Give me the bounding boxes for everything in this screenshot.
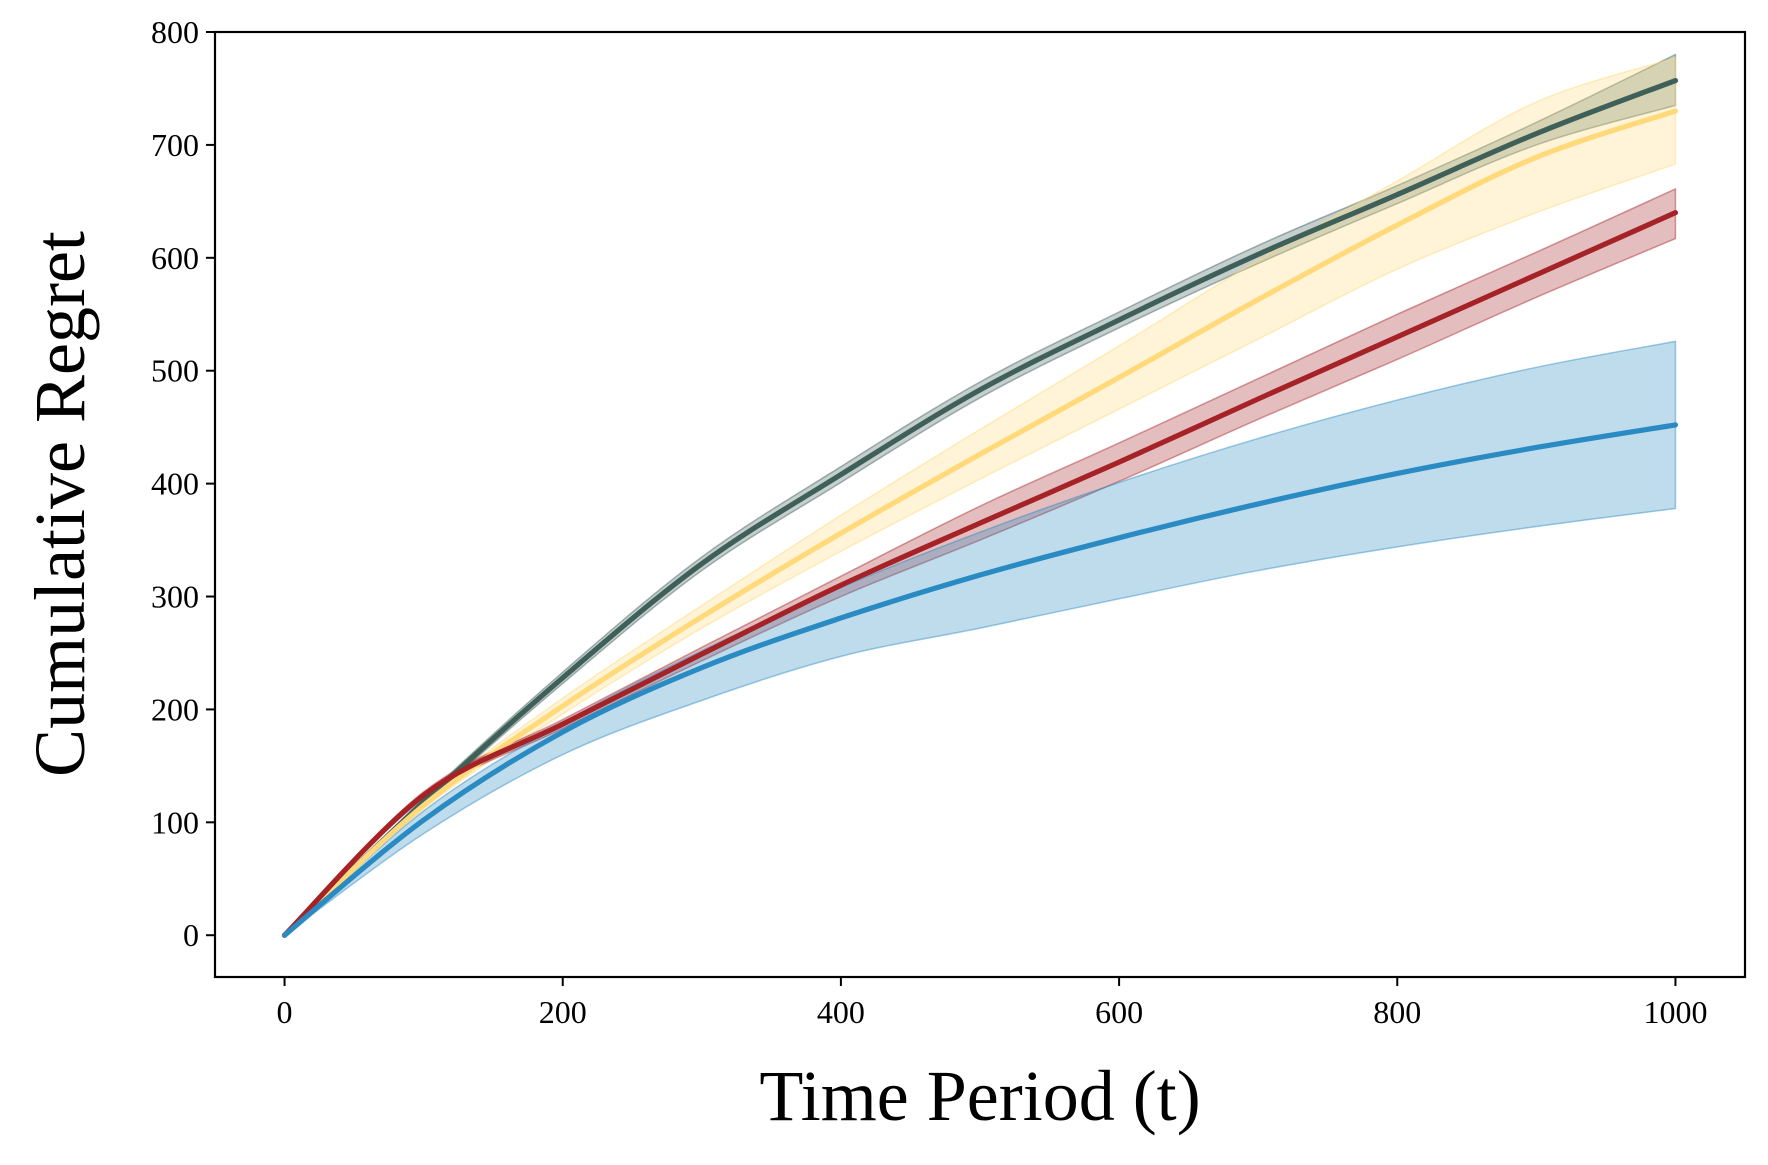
line-blue bbox=[281, 422, 1679, 938]
x-tick-label: 1000 bbox=[1643, 994, 1707, 1030]
plot-frame bbox=[213, 30, 1747, 979]
x-tick-label: 200 bbox=[539, 994, 587, 1030]
x-axis: 0 200 400 600 800 1000 bbox=[277, 977, 1707, 1030]
series-lines bbox=[281, 77, 1679, 938]
line-red bbox=[281, 210, 1679, 938]
band-red bbox=[284, 187, 1677, 936]
line-yellow bbox=[281, 108, 1679, 938]
y-axis: 0 100 200 300 400 500 600 700 800 bbox=[151, 14, 215, 953]
y-tick-label: 0 bbox=[183, 917, 199, 953]
y-tick-label: 100 bbox=[151, 804, 199, 840]
x-tick-label: 0 bbox=[277, 994, 293, 1030]
band-yellow bbox=[284, 56, 1677, 936]
y-tick-label: 400 bbox=[151, 466, 199, 502]
x-axis-label: Time Period (t) bbox=[759, 1056, 1200, 1136]
y-axis-label: Cumulative Regret bbox=[20, 231, 100, 777]
x-tick-label: 600 bbox=[1095, 994, 1143, 1030]
y-tick-label: 600 bbox=[151, 240, 199, 276]
x-tick-label: 800 bbox=[1373, 994, 1421, 1030]
y-tick-label: 700 bbox=[151, 127, 199, 163]
y-tick-label: 300 bbox=[151, 579, 199, 615]
x-tick-label: 400 bbox=[817, 994, 865, 1030]
confidence-bands bbox=[284, 53, 1677, 936]
line-dark-green bbox=[281, 77, 1679, 938]
y-tick-label: 500 bbox=[151, 353, 199, 389]
y-tick-label: 200 bbox=[151, 691, 199, 727]
y-tick-label: 800 bbox=[151, 14, 199, 50]
